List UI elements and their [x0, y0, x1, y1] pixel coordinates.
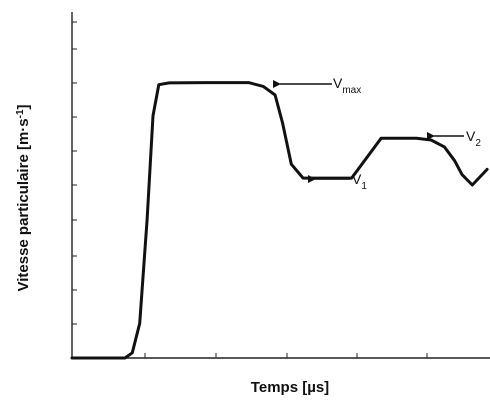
series-line [70, 81, 489, 360]
vmax-label: Vmax [333, 75, 361, 96]
y-axis-ticks [72, 21, 77, 325]
v2-label: V2 [466, 128, 481, 149]
v1-label: V1 [352, 171, 367, 192]
x-axis-ticks [144, 353, 428, 358]
x-axis-title: Temps [µs] [251, 379, 329, 396]
y-axis-title: Vitesse particulaire [m·s-1] [15, 104, 32, 291]
